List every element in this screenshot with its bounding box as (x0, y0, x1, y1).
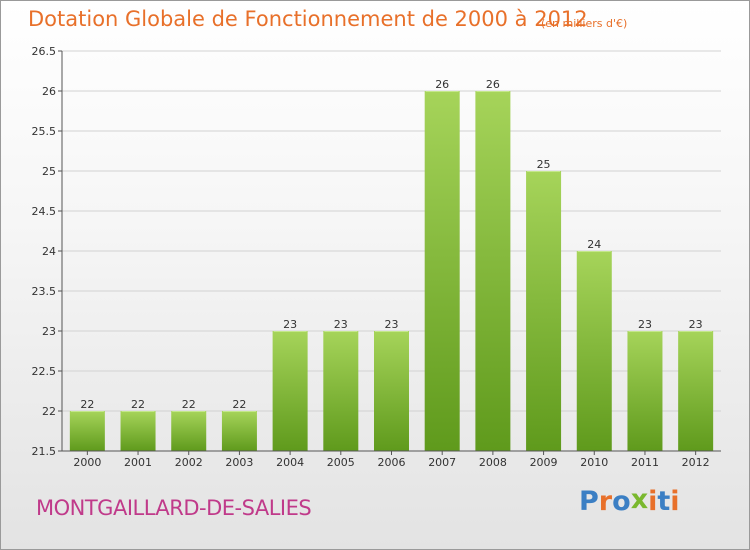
x-tick-label: 2010 (580, 456, 608, 469)
x-tick-label: 2012 (682, 456, 710, 469)
data-label: 23 (283, 318, 297, 331)
data-label: 22 (232, 398, 246, 411)
labels: 21.5 22 22.5 23 23.5 24 24.5 25 25.5 26 26.5 22 2000… (32, 45, 710, 469)
bar-2012 (678, 331, 714, 451)
logo-letter: o (612, 486, 631, 517)
bar-2005 (323, 331, 359, 451)
logo-letter: P (579, 486, 599, 517)
logo-letter: i (670, 486, 680, 517)
data-label: 22 (131, 398, 145, 411)
x-tick-label: 2002 (175, 456, 203, 469)
logo-letter: r (598, 486, 613, 517)
x-tick-label: 2005 (327, 456, 355, 469)
bar-2009 (526, 171, 562, 451)
bar-2002 (171, 411, 207, 451)
bar-2007 (424, 91, 460, 451)
chart-title: Dotation Globale de Fonctionnement de 20… (28, 7, 588, 31)
x-tick-label: 2004 (276, 456, 304, 469)
bar-2008 (475, 91, 511, 451)
y-tick-label: 24.5 (32, 205, 57, 218)
data-label: 23 (689, 318, 703, 331)
y-tick-label: 24 (42, 245, 56, 258)
data-label: 24 (587, 238, 601, 251)
y-tick-label: 26.5 (32, 45, 57, 58)
y-tick-label: 21.5 (32, 445, 57, 458)
chart-subtitle: (en milliers d'€) (541, 17, 628, 30)
bar-2000 (69, 411, 105, 451)
logo-letter: x (630, 484, 649, 515)
bar-2001 (120, 411, 156, 451)
x-tick-label: 2003 (225, 456, 253, 469)
x-tick-label: 2009 (530, 456, 558, 469)
x-tick-label: 2011 (631, 456, 659, 469)
data-label: 22 (182, 398, 196, 411)
x-tick-label: 2001 (124, 456, 152, 469)
y-tick-label: 22 (42, 405, 56, 418)
data-label: 23 (638, 318, 652, 331)
x-tick-label: 2008 (479, 456, 507, 469)
data-label: 26 (486, 78, 500, 91)
y-tick-label: 23.5 (32, 285, 57, 298)
x-tick-label: 2007 (428, 456, 456, 469)
bar-2010 (576, 251, 612, 451)
x-tick-label: 2006 (378, 456, 406, 469)
bar-2004 (272, 331, 308, 451)
proxiti-logo: Proxiti (579, 484, 680, 517)
bar-2003 (221, 411, 257, 451)
bar-2011 (627, 331, 663, 451)
data-label: 22 (80, 398, 94, 411)
y-tick-label: 25.5 (32, 125, 57, 138)
logo-letter: t (657, 486, 671, 517)
y-tick-label: 23 (42, 325, 56, 338)
y-tick-label: 26 (42, 85, 56, 98)
commune-name: MONTGAILLARD-DE-SALIES (36, 496, 312, 520)
bars (69, 91, 714, 451)
data-label: 25 (537, 158, 551, 171)
data-label: 26 (435, 78, 449, 91)
logo-letter: i (648, 486, 658, 517)
y-tick-label: 22.5 (32, 365, 57, 378)
y-tick-label: 25 (42, 165, 56, 178)
data-label: 23 (334, 318, 348, 331)
x-tick-label: 2000 (73, 456, 101, 469)
bar-2006 (374, 331, 409, 451)
data-label: 23 (385, 318, 399, 331)
axes (58, 50, 721, 455)
